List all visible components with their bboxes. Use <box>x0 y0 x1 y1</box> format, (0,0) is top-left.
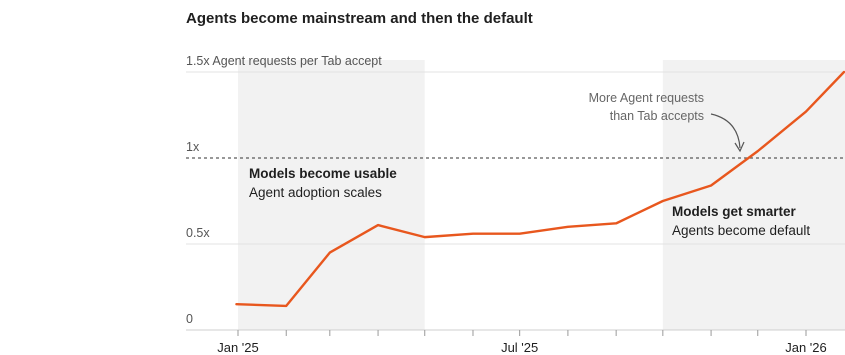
y-tick-label: 0.5x <box>186 226 210 240</box>
annotation-smarter-text: Agents become default <box>672 223 810 238</box>
chart-title: Agents become mainstream and then the de… <box>186 10 533 27</box>
y-tick-label: 1x <box>186 140 200 154</box>
y-tick-label: 0 <box>186 312 193 326</box>
annotation-usable-title: Models become usable <box>249 166 397 181</box>
annotation-arrow <box>710 113 741 149</box>
shaded-periods <box>238 60 845 330</box>
shaded-period-2 <box>662 60 845 330</box>
annotations: Models become usable Agent adoption scal… <box>249 91 810 238</box>
annotation-usable-text: Agent adoption scales <box>249 185 382 200</box>
y-tick-label: 1.5x Agent requests per Tab accept <box>186 54 382 68</box>
x-axis: Jan '25 Jul '25 Jan '26 <box>186 329 845 355</box>
series-line-1 <box>235 70 845 308</box>
series-layer <box>235 70 845 308</box>
annotation-smarter-title: Models get smarter <box>672 204 797 219</box>
shaded-period-1 <box>238 60 425 330</box>
annotation-arrowhead <box>734 141 745 153</box>
x-tick-label: Jan '26 <box>785 340 827 355</box>
x-tick-label: Jan '25 <box>217 340 259 355</box>
annotation-crossover-line1: More Agent requests <box>589 91 704 105</box>
annotation-crossover-line2: than Tab accepts <box>610 109 704 123</box>
x-tick-label: Jul '25 <box>501 340 538 355</box>
